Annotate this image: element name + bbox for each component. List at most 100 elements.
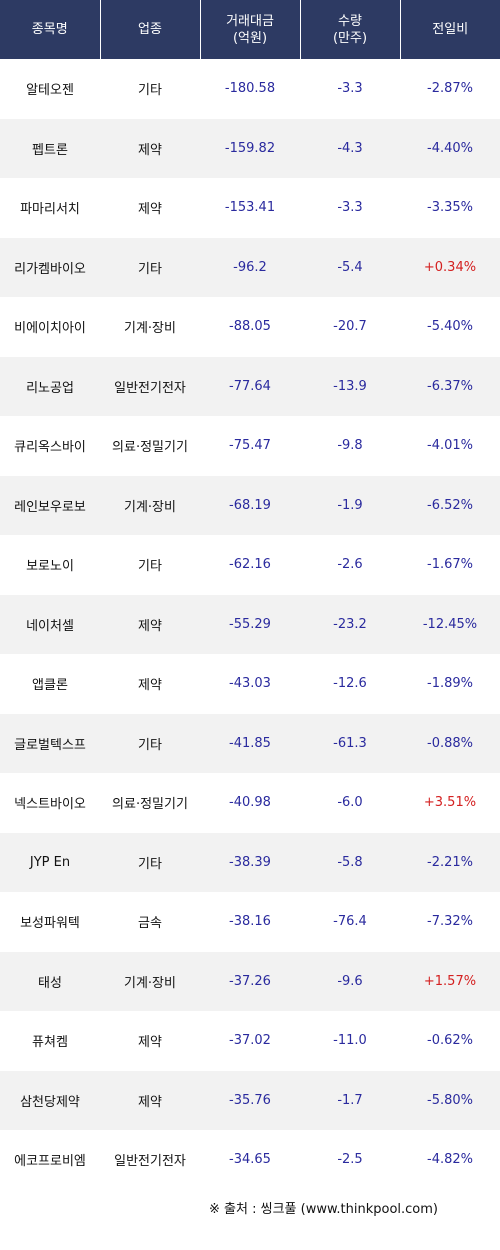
- volume-cell: -6.0: [300, 773, 400, 833]
- amount-cell: -41.85: [200, 713, 300, 773]
- change-cell: -12.45%: [400, 594, 500, 654]
- volume-cell: -23.2: [300, 594, 400, 654]
- volume-cell: -1.9: [300, 475, 400, 535]
- table-row: 비에이치아이 기계·장비 -88.05 -20.7 -5.40%: [0, 297, 500, 357]
- stock-name-cell: 태성: [0, 951, 100, 1011]
- sector-cell: 기계·장비: [100, 475, 200, 535]
- amount-cell: -75.47: [200, 416, 300, 476]
- volume-cell: -9.6: [300, 951, 400, 1011]
- volume-cell: -11.0: [300, 1011, 400, 1071]
- table-row: 삼천당제약 제약 -35.76 -1.7 -5.80%: [0, 1070, 500, 1130]
- sector-cell: 기계·장비: [100, 297, 200, 357]
- volume-cell: -3.3: [300, 59, 400, 119]
- change-cell: +3.51%: [400, 773, 500, 833]
- volume-cell: -12.6: [300, 654, 400, 714]
- table-row: 파마리서치 제약 -153.41 -3.3 -3.35%: [0, 178, 500, 238]
- change-cell: -6.52%: [400, 475, 500, 535]
- stock-name-cell: 삼천당제약: [0, 1070, 100, 1130]
- table-row: 큐리옥스바이 의료·정밀기기 -75.47 -9.8 -4.01%: [0, 416, 500, 476]
- sector-cell: 기계·장비: [100, 951, 200, 1011]
- amount-cell: -40.98: [200, 773, 300, 833]
- table-row: 보로노이 기타 -62.16 -2.6 -1.67%: [0, 535, 500, 595]
- amount-cell: -38.39: [200, 832, 300, 892]
- table-row: 글로벌텍스프 기타 -41.85 -61.3 -0.88%: [0, 713, 500, 773]
- change-cell: -1.67%: [400, 535, 500, 595]
- change-cell: +0.34%: [400, 237, 500, 297]
- stock-name-cell: JYP En: [0, 832, 100, 892]
- change-cell: -2.87%: [400, 59, 500, 119]
- change-cell: -5.80%: [400, 1070, 500, 1130]
- table-body: 알테오젠 기타 -180.58 -3.3 -2.87% 펩트론 제약 -159.82 -4.3-…: [0, 59, 500, 1190]
- change-cell: -4.01%: [400, 416, 500, 476]
- sector-cell: 제약: [100, 118, 200, 178]
- change-cell: -5.40%: [400, 297, 500, 357]
- amount-cell: -55.29: [200, 594, 300, 654]
- table-row: 리가켐바이오 기타 -96.2 -5.4 +0.34%: [0, 237, 500, 297]
- change-cell: -1.89%: [400, 654, 500, 714]
- volume-cell: -61.3: [300, 713, 400, 773]
- change-cell: -4.40%: [400, 118, 500, 178]
- amount-cell: -159.82: [200, 118, 300, 178]
- table-row: 에코프로비엠 일반전기전자 -34.65 -2.5 -4.82%: [0, 1130, 500, 1190]
- change-cell: -2.21%: [400, 832, 500, 892]
- sector-cell: 금속: [100, 892, 200, 952]
- sector-cell: 기타: [100, 832, 200, 892]
- volume-cell: -5.4: [300, 237, 400, 297]
- amount-cell: -35.76: [200, 1070, 300, 1130]
- table-row: 레인보우로보 기계·장비 -68.19 -1.9 -6.52%: [0, 475, 500, 535]
- change-cell: -7.32%: [400, 892, 500, 952]
- sector-cell: 제약: [100, 1070, 200, 1130]
- table-row: 리노공업 일반전기전자 -77.64 -13.9 -6.37%: [0, 356, 500, 416]
- stock-table: 종목명 업종 거래대금 (억원) 수량 (만주) 전일비 알테오젠 기타 -180.…: [0, 0, 500, 1190]
- table-row: 퓨쳐켐 제약 -37.02 -11.0 -0.62%: [0, 1011, 500, 1071]
- change-cell: +1.57%: [400, 951, 500, 1011]
- amount-cell: -77.64: [200, 356, 300, 416]
- header-sector: 업종: [99, 0, 200, 59]
- amount-cell: -68.19: [200, 475, 300, 535]
- header-change: 전일비: [399, 0, 500, 59]
- stock-name-cell: 파마리서치: [0, 178, 100, 238]
- volume-cell: -2.5: [300, 1130, 400, 1190]
- stock-name-cell: 넥스트바이오: [0, 773, 100, 833]
- amount-cell: -43.03: [200, 654, 300, 714]
- amount-cell: -37.02: [200, 1011, 300, 1071]
- stock-name-cell: 레인보우로보: [0, 475, 100, 535]
- stock-name-cell: 리가켐바이오: [0, 237, 100, 297]
- volume-cell: -4.3: [300, 118, 400, 178]
- sector-cell: 기타: [100, 59, 200, 119]
- table-row: 넥스트바이오 의료·정밀기기 -40.98 -6.0 +3.51%: [0, 773, 500, 833]
- amount-cell: -96.2: [200, 237, 300, 297]
- change-cell: -6.37%: [400, 356, 500, 416]
- source-note: ※ 출처 : 씽크풀 (www.thinkpool.com): [209, 1202, 438, 1217]
- change-cell: -0.62%: [400, 1011, 500, 1071]
- amount-cell: -34.65: [200, 1130, 300, 1190]
- stock-name-cell: 펩트론: [0, 118, 100, 178]
- sector-cell: 제약: [100, 1011, 200, 1071]
- table-row: 앱클론 제약 -43.03 -12.6 -1.89%: [0, 654, 500, 714]
- stock-name-cell: 글로벌텍스프: [0, 713, 100, 773]
- amount-cell: -62.16: [200, 535, 300, 595]
- change-cell: -0.88%: [400, 713, 500, 773]
- volume-cell: -13.9: [300, 356, 400, 416]
- volume-cell: -3.3: [300, 178, 400, 238]
- stock-name-cell: 알테오젠: [0, 59, 100, 119]
- amount-cell: -38.16: [200, 892, 300, 952]
- sector-cell: 기타: [100, 237, 200, 297]
- sector-cell: 제약: [100, 178, 200, 238]
- table-row: 펩트론 제약 -159.82 -4.3 -4.40%: [0, 118, 500, 178]
- stock-name-cell: 보성파워텍: [0, 892, 100, 952]
- header-amount: 거래대금 (억원): [199, 0, 300, 59]
- amount-cell: -37.26: [200, 951, 300, 1011]
- amount-cell: -88.05: [200, 297, 300, 357]
- header-volume: 수량 (만주): [299, 0, 400, 59]
- amount-cell: -153.41: [200, 178, 300, 238]
- change-cell: -3.35%: [400, 178, 500, 238]
- volume-cell: -20.7: [300, 297, 400, 357]
- stock-name-cell: 퓨쳐켐: [0, 1011, 100, 1071]
- sector-cell: 일반전기전자: [100, 356, 200, 416]
- sector-cell: 제약: [100, 594, 200, 654]
- sector-cell: 의료·정밀기기: [100, 416, 200, 476]
- table-row: 태성 기계·장비 -37.26 -9.6 +1.57%: [0, 951, 500, 1011]
- sector-cell: 의료·정밀기기: [100, 773, 200, 833]
